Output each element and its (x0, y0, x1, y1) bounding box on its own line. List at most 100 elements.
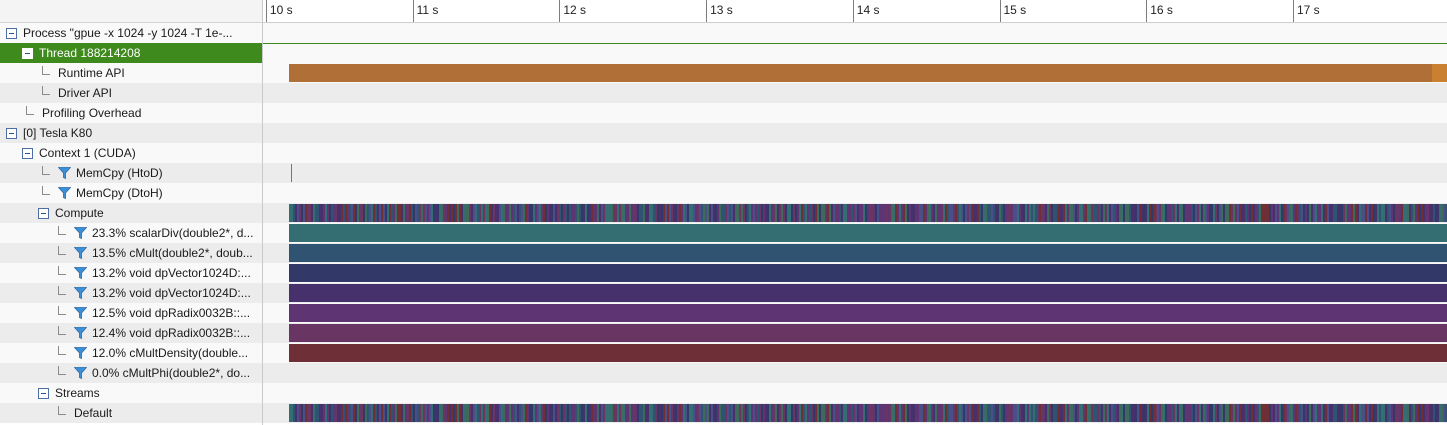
kernel-dpradix-2-bar[interactable] (289, 324, 1447, 342)
lane-kernel-dpradix-2[interactable] (263, 323, 1447, 343)
kernel-cmult-bar[interactable] (289, 244, 1447, 262)
tree-row-kernel-dpradix-1[interactable]: 12.5% void dpRadix0032B::... (0, 303, 262, 323)
kernel-dpvector-1-bar[interactable] (289, 264, 1447, 282)
lane-kernel-dpradix-1[interactable] (263, 303, 1447, 323)
filter-funnel-icon[interactable] (74, 267, 87, 279)
tree-row-label: 23.3% scalarDiv(double2*, d... (92, 226, 254, 240)
collapse-toggle-icon[interactable] (6, 127, 17, 139)
tree-row-context-1[interactable]: Context 1 (CUDA) (0, 143, 262, 163)
filter-funnel-icon[interactable] (74, 307, 87, 319)
ruler-tick (999, 0, 1001, 22)
filter-funnel-icon[interactable] (58, 187, 71, 199)
tree-header (0, 0, 262, 23)
tree-row-profiling-overhead[interactable]: Profiling Overhead (0, 103, 262, 123)
lane-kernel-scalardiv[interactable] (263, 223, 1447, 243)
lane-driver-api[interactable] (263, 83, 1447, 103)
lane-kernel-cmultphi[interactable] (263, 363, 1447, 383)
kernel-cmultdensity-bar[interactable] (289, 344, 1447, 362)
lane-stream-default[interactable] (263, 403, 1447, 423)
tree-row-label: Streams (55, 386, 100, 400)
tree-row-label: Profiling Overhead (42, 106, 142, 120)
memcpy-htod-mark[interactable] (290, 164, 292, 182)
lane-kernel-dpvector-2[interactable] (263, 283, 1447, 303)
ruler-tick (706, 0, 708, 22)
lane-memcpy-dtoh[interactable] (263, 183, 1447, 203)
kernel-dpradix-1-bar[interactable] (289, 304, 1447, 322)
lane-kernel-dpvector-1[interactable] (263, 263, 1447, 283)
tree-row-kernel-scalardiv[interactable]: 23.3% scalarDiv(double2*, d... (0, 223, 262, 243)
tree-row-kernel-cmultphi[interactable]: 0.0% cMultPhi(double2*, do... (0, 363, 262, 383)
kernel-dpvector-2-bar[interactable] (289, 284, 1447, 302)
tree-row-thread[interactable]: Thread 188214208 (0, 43, 262, 63)
collapse-toggle-icon[interactable] (22, 47, 33, 59)
tree-row-compute[interactable]: Compute (0, 203, 262, 223)
ruler-tick-label: 16 s (1150, 3, 1173, 17)
tree-row-label: 13.5% cMult(double2*, doub... (92, 246, 253, 260)
time-ruler[interactable]: 10 s 11 s 12 s 13 s 14 s 15 s 16 s 17 s (263, 0, 1447, 23)
lane-memcpy-htod[interactable] (263, 163, 1447, 183)
tree-row-label: 13.2% void dpVector1024D:... (92, 266, 251, 280)
lane-process[interactable] (263, 23, 1447, 43)
lane-streams[interactable] (263, 383, 1447, 403)
tree-row-stream-default[interactable]: Default (0, 403, 262, 423)
tree-connector-icon (58, 305, 66, 315)
collapse-toggle-icon[interactable] (22, 147, 33, 159)
runtime-api-bar[interactable] (289, 64, 1433, 82)
collapse-toggle-icon[interactable] (38, 207, 49, 219)
tree-row-runtime-api[interactable]: Runtime API (0, 63, 262, 83)
tree-row-label: Driver API (58, 86, 113, 100)
tree-row-kernel-dpvector-2[interactable]: 13.2% void dpVector1024D:... (0, 283, 262, 303)
tree-row-kernel-cmult[interactable]: 13.5% cMult(double2*, doub... (0, 243, 262, 263)
collapse-toggle-icon[interactable] (38, 387, 49, 399)
filter-funnel-icon[interactable] (74, 227, 87, 239)
compute-kernels-bar[interactable] (289, 204, 1447, 222)
lane-runtime-api[interactable] (263, 63, 1447, 83)
ruler-tick-label: 11 s (416, 3, 439, 17)
lane-compute[interactable] (263, 203, 1447, 223)
tree-row-kernel-dpradix-2[interactable]: 12.4% void dpRadix0032B::... (0, 323, 262, 343)
ruler-tick-label: 17 s (1296, 3, 1320, 17)
lane-kernel-cmult[interactable] (263, 243, 1447, 263)
lane-context-1[interactable] (263, 143, 1447, 163)
timeline-lanes[interactable] (263, 23, 1447, 423)
collapse-toggle-icon[interactable] (6, 27, 17, 39)
tree-row-label: Context 1 (CUDA) (39, 146, 136, 160)
tree-row-label: Compute (55, 206, 104, 220)
tree-row-label: Thread 188214208 (39, 46, 141, 60)
filter-funnel-icon[interactable] (74, 347, 87, 359)
tree-row-memcpy-htod[interactable]: MemCpy (HtoD) (0, 163, 262, 183)
runtime-api-bar-tail[interactable] (1432, 64, 1447, 82)
lane-thread[interactable] (263, 43, 1447, 63)
tree-connector-icon (58, 285, 66, 295)
default-stream-bar[interactable] (289, 404, 1447, 422)
tree-row-label: Default (74, 406, 113, 420)
tree-row-memcpy-dtoh[interactable]: MemCpy (DtoH) (0, 183, 262, 203)
tree-rows: Process "gpue -x 1024 -y 1024 -T 1e-... T… (0, 23, 262, 423)
filter-funnel-icon[interactable] (74, 287, 87, 299)
tree-connector-icon (58, 345, 66, 355)
filter-funnel-icon[interactable] (58, 167, 71, 179)
tree-row-label: MemCpy (HtoD) (76, 166, 163, 180)
kernel-scalardiv-bar[interactable] (289, 224, 1447, 242)
ruler-tick-label: 12 s (563, 3, 587, 17)
tree-row-label: 12.0% cMultDensity(double... (92, 346, 249, 360)
tree-row-kernel-dpvector-1[interactable]: 13.2% void dpVector1024D:... (0, 263, 262, 283)
ruler-tick (412, 0, 414, 22)
tree-connector-icon (42, 85, 50, 95)
tree-row-driver-api[interactable]: Driver API (0, 83, 262, 103)
filter-funnel-icon[interactable] (74, 327, 87, 339)
tree-connector-icon (58, 225, 66, 235)
tree-row-kernel-cmultdensity[interactable]: 12.0% cMultDensity(double... (0, 343, 262, 363)
tree-connector-icon (42, 165, 50, 175)
timeline-panel[interactable]: 10 s 11 s 12 s 13 s 14 s 15 s 16 s 17 s (263, 0, 1447, 425)
tree-row-label: 12.4% void dpRadix0032B::... (92, 326, 251, 340)
tree-connector-icon (58, 405, 66, 415)
tree-row-streams[interactable]: Streams (0, 383, 262, 403)
lane-kernel-cmultdensity[interactable] (263, 343, 1447, 363)
lane-profiling-overhead[interactable] (263, 103, 1447, 123)
tree-row-tesla-k80[interactable]: [0] Tesla K80 (0, 123, 262, 143)
filter-funnel-icon[interactable] (74, 247, 87, 259)
lane-tesla-k80[interactable] (263, 123, 1447, 143)
tree-row-process[interactable]: Process "gpue -x 1024 -y 1024 -T 1e-... (0, 23, 262, 43)
filter-funnel-icon[interactable] (74, 367, 87, 379)
